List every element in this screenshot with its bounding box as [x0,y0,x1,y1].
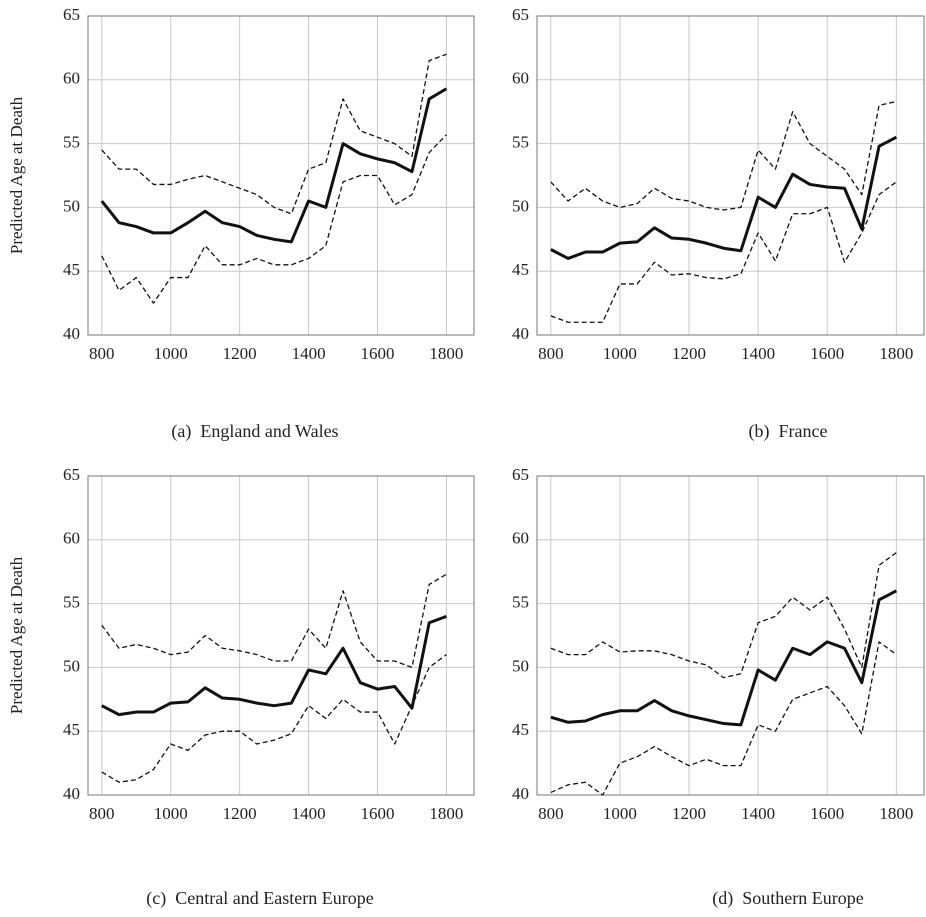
y-tick-label: 50 [512,656,529,675]
plot-frame [536,475,925,796]
y-tick-label: 60 [63,529,80,548]
x-tick-label: 1600 [361,804,395,823]
x-tick-label: 1200 [223,344,257,363]
plot-frame [87,475,475,796]
y-tick-label: 40 [512,324,529,343]
y-tick-label: 40 [512,784,529,803]
x-tick-label: 800 [89,804,115,823]
y-tick-label: 65 [63,5,80,24]
x-tick-label: 1200 [672,804,706,823]
x-tick-label: 1200 [672,344,706,363]
x-tick-label: 1000 [603,804,637,823]
y-tick-label: 55 [512,593,529,612]
y-tick-label: 60 [512,529,529,548]
y-tick-label: 50 [63,196,80,215]
estimate-line [550,589,898,727]
x-tick-label: 1800 [429,344,463,363]
y-tick-label: 60 [63,69,80,88]
x-tick-label: 1400 [741,804,775,823]
bound-line [101,654,447,783]
y-tick-label: 45 [63,260,80,279]
x-tick-label: 1200 [223,804,257,823]
bound-line [101,573,447,669]
bound-line [550,181,897,323]
caption: (d) Southern Europe [712,888,863,909]
y-tick-label: 45 [512,720,529,739]
estimate-line [550,135,898,260]
bound-line [550,100,897,211]
x-tick-label: 1000 [603,344,637,363]
y-tick-label: 65 [63,465,80,484]
x-tick-label: 1400 [292,344,326,363]
x-tick-label: 1400 [741,344,775,363]
y-tick-label: 60 [512,69,529,88]
x-tick-label: 1000 [154,344,188,363]
y-tick-label: 40 [63,784,80,803]
estimate-line [100,87,448,244]
y-tick-label: 55 [512,133,529,152]
x-tick-label: 1800 [879,804,913,823]
x-tick-label: 1600 [810,804,844,823]
y-tick-label: 65 [512,465,529,484]
x-tick-label: 1600 [810,344,844,363]
estimate-line [101,614,447,717]
plot-frame [87,15,475,336]
y-tick-label: 50 [512,196,529,215]
x-tick-label: 1600 [361,344,395,363]
x-tick-label: 1400 [292,804,326,823]
y-axis-label: Predicted Age at Death [7,556,26,714]
y-tick-label: 65 [512,5,529,24]
x-tick-label: 1800 [429,804,463,823]
x-tick-label: 1800 [879,344,913,363]
x-tick-label: 800 [538,344,564,363]
x-tick-label: 1000 [154,804,188,823]
x-tick-label: 800 [538,804,564,823]
y-tick-label: 50 [63,656,80,675]
bound-line [101,134,447,304]
bound-line [101,53,447,215]
y-tick-label: 45 [63,720,80,739]
caption: (a) England and Wales [171,421,338,442]
y-axis-label: Predicted Age at Death [7,96,26,254]
bound-line [550,641,897,796]
y-tick-label: 45 [512,260,529,279]
y-tick-label: 55 [63,133,80,152]
plot-frame [536,15,925,336]
x-tick-label: 800 [89,344,115,363]
y-tick-label: 40 [63,324,80,343]
y-tick-label: 55 [63,593,80,612]
caption: (b) France [749,421,828,442]
bound-line [550,552,897,679]
caption: (c) Central and Eastern Europe [146,888,373,909]
